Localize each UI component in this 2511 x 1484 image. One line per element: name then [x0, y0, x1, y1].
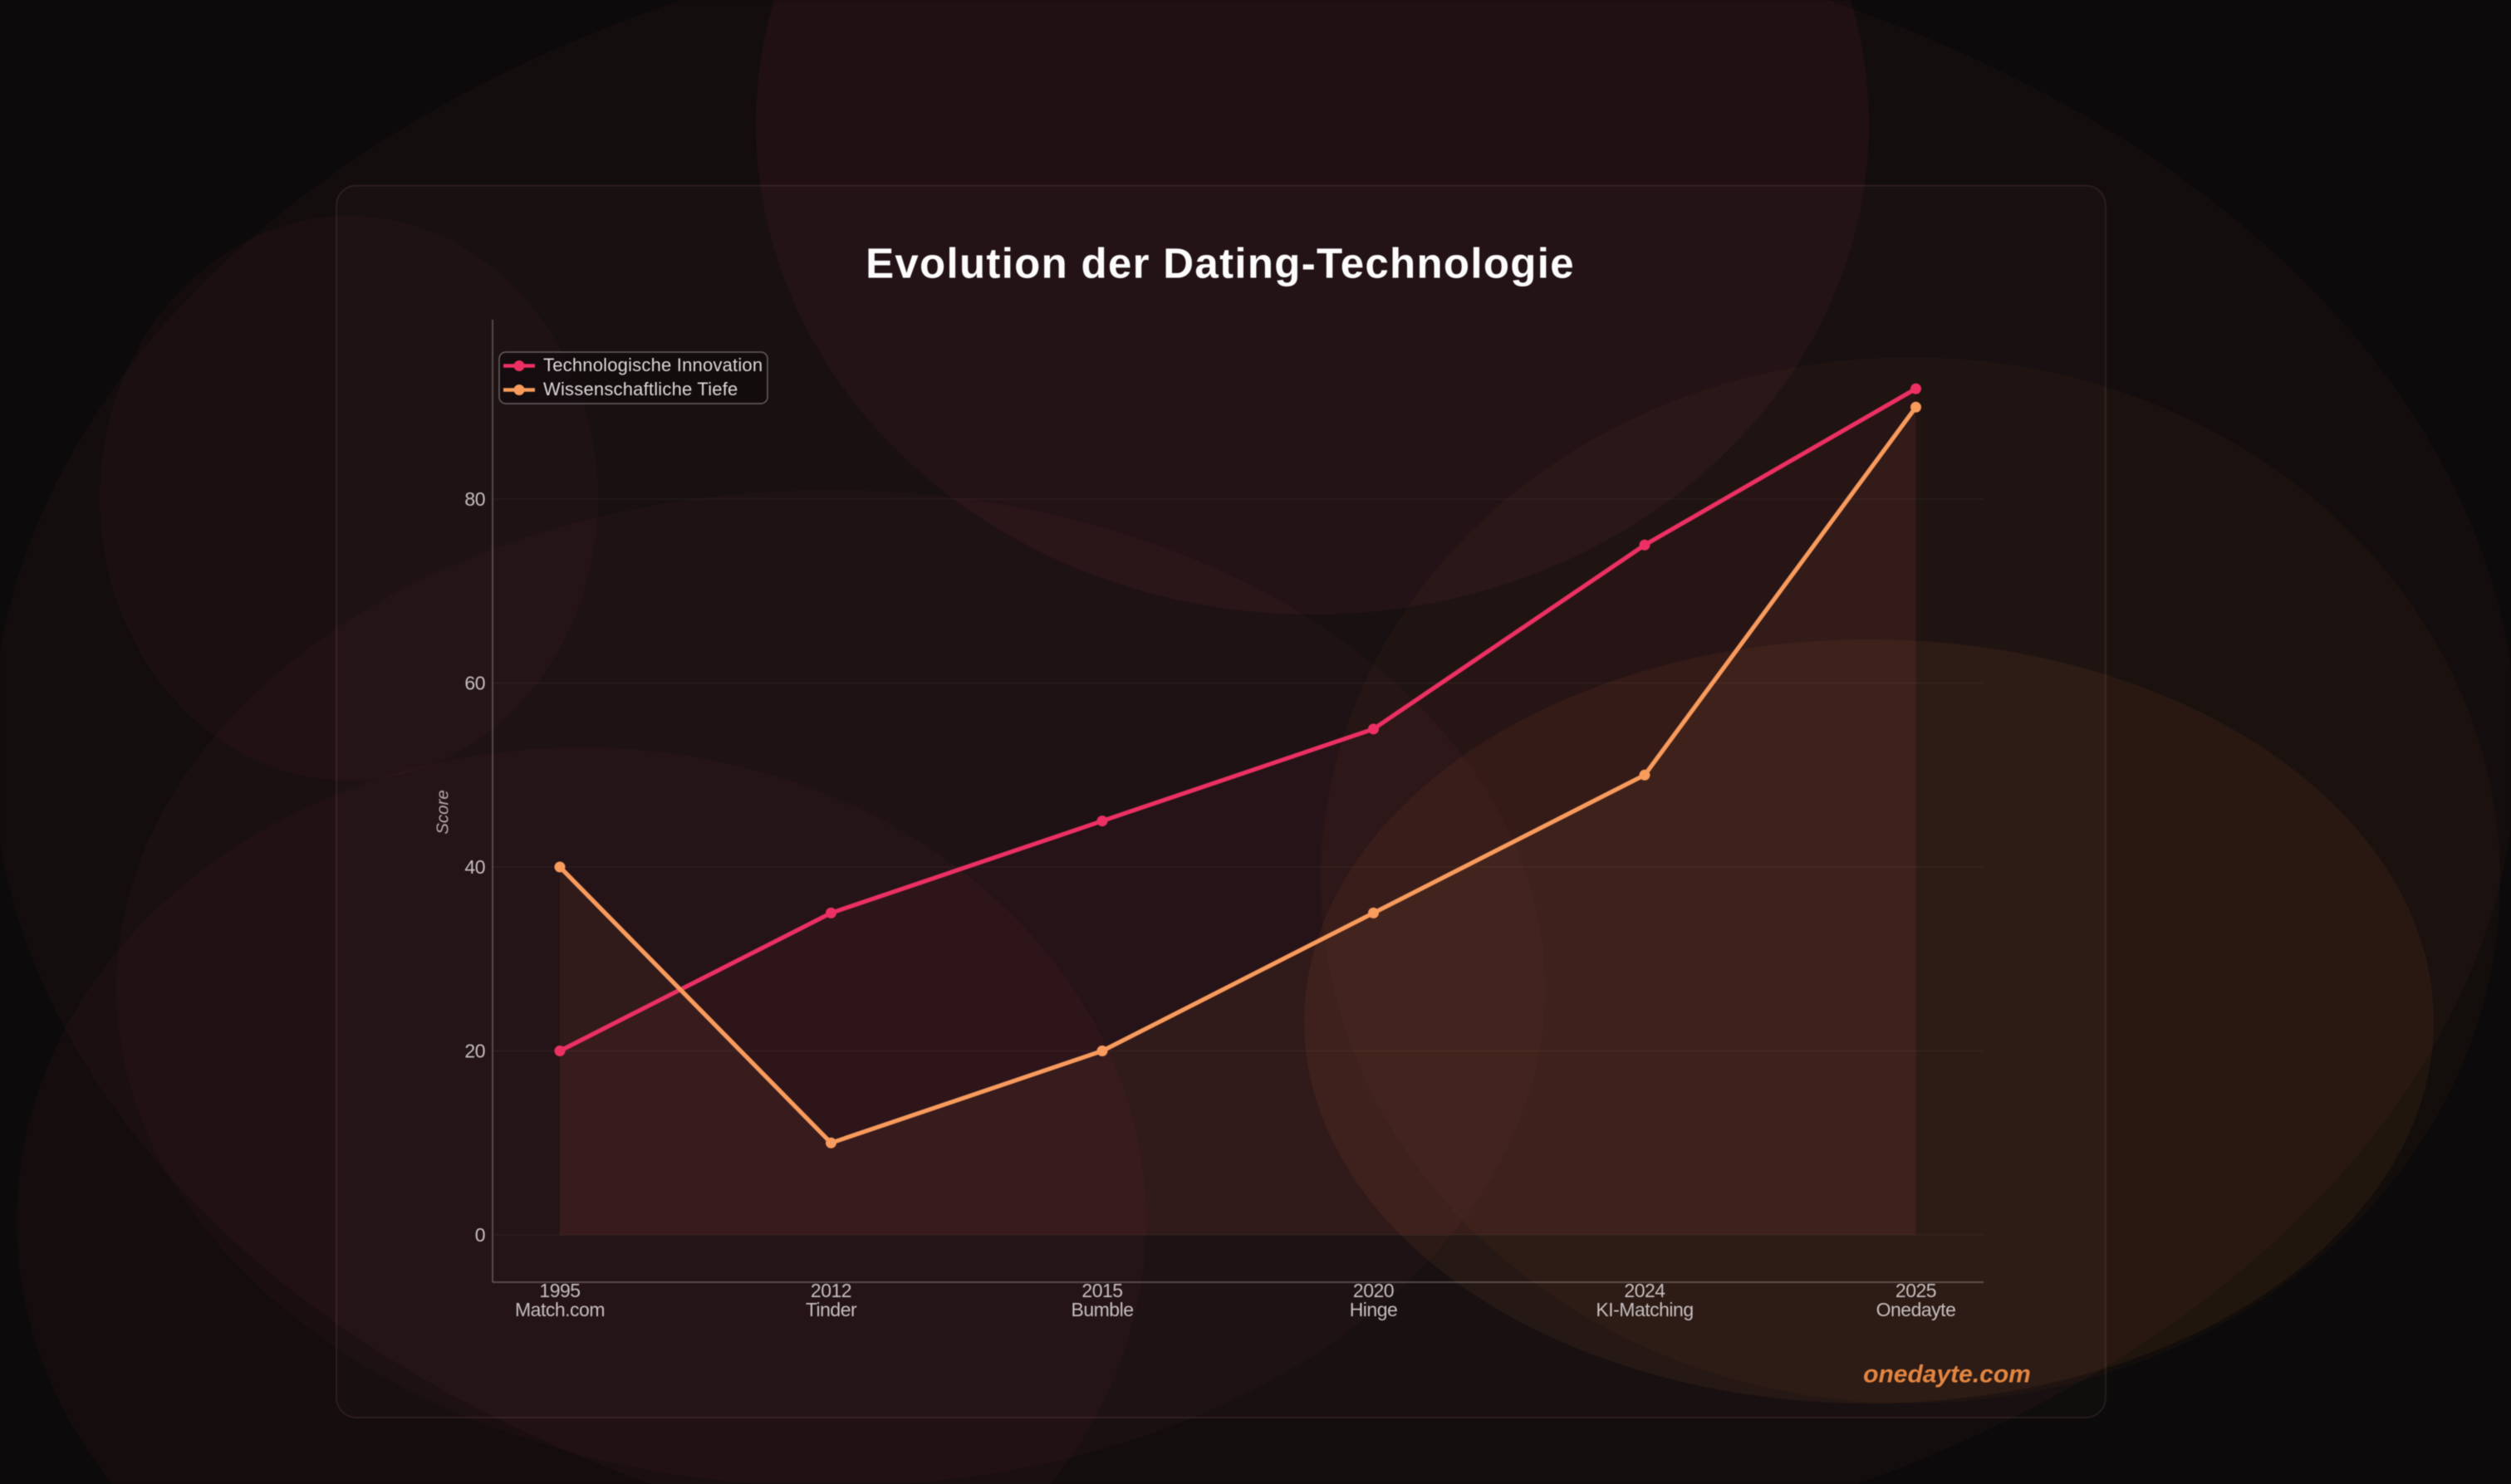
svg-text:20: 20 — [464, 1041, 485, 1062]
svg-text:Score: Score — [434, 790, 453, 835]
svg-text:Tinder: Tinder — [806, 1299, 857, 1320]
svg-text:onedayte.com: onedayte.com — [1863, 1361, 2031, 1388]
svg-text:80: 80 — [464, 488, 485, 510]
svg-text:Technologische Innovation: Technologische Innovation — [543, 355, 763, 375]
svg-text:2020: 2020 — [1353, 1280, 1394, 1301]
svg-text:2015: 2015 — [1081, 1280, 1122, 1301]
svg-text:1995: 1995 — [539, 1280, 580, 1301]
svg-text:Hinge: Hinge — [1350, 1299, 1398, 1320]
svg-text:Onedayte: Onedayte — [1876, 1299, 1956, 1320]
svg-text:2012: 2012 — [811, 1280, 851, 1301]
svg-text:Wissenschaftliche Tiefe: Wissenschaftliche Tiefe — [543, 379, 738, 399]
svg-text:2025: 2025 — [1896, 1280, 1936, 1301]
svg-text:60: 60 — [464, 673, 485, 694]
svg-text:KI-Matching: KI-Matching — [1596, 1299, 1693, 1320]
svg-text:Match.com: Match.com — [515, 1299, 605, 1320]
svg-text:Bumble: Bumble — [1072, 1299, 1134, 1320]
svg-text:Evolution der Dating-Technolog: Evolution der Dating-Technologie — [866, 240, 1575, 287]
svg-text:0: 0 — [475, 1224, 485, 1246]
svg-text:40: 40 — [464, 856, 485, 878]
svg-text:2024: 2024 — [1624, 1280, 1665, 1301]
